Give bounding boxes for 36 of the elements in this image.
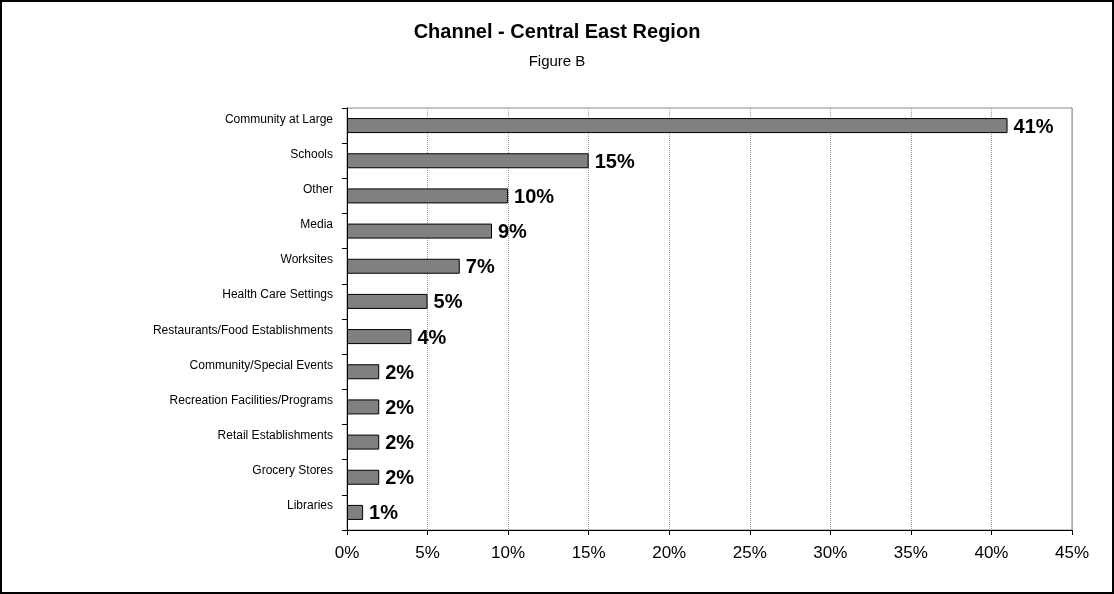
data-label: 9% [498,220,528,243]
chart-subtitle: Figure B [528,52,586,69]
y-tick-label: Recreation Facilities/Programs [169,392,333,407]
y-tick-label: Restaurants/Food Establishments [152,322,333,337]
data-label: 2% [385,431,415,454]
y-tick-label: Grocery Stores [252,463,333,478]
y-tick-label: Media [300,217,334,232]
data-label: 1% [369,501,399,524]
data-label: 7% [465,255,495,278]
data-label: 2% [385,395,415,418]
data-label: 2% [385,466,415,489]
chart-title: Channel - Central East Region [413,20,701,42]
x-tick-label: 15% [571,543,606,562]
data-label: 41% [1013,114,1054,137]
data-label: 2% [385,360,415,383]
x-tick-label: 10% [491,543,526,562]
data-label: 10% [514,184,555,207]
y-tick-label: Other [302,181,333,196]
x-tick-label: 40% [974,543,1009,562]
y-tick-label: Health Care Settings [222,287,333,302]
data-label: 15% [594,149,635,172]
x-tick-label: 5% [415,543,440,562]
data-label: 4% [417,325,447,348]
y-tick-label: Community at Large [224,111,334,126]
y-tick-label: Community/Special Events [189,357,333,372]
data-label: 5% [433,290,463,313]
y-tick-label: Worksites [280,252,333,267]
x-tick-label: 30% [813,543,848,562]
x-tick-label: 0% [334,543,360,562]
x-tick-label: 35% [893,543,928,562]
x-tick-label: 20% [652,543,687,562]
x-tick-label: 45% [1054,543,1090,562]
y-tick-label: Libraries [286,498,333,513]
y-tick-label: Retail Establishments [217,428,333,443]
y-tick-label: Schools [290,146,333,161]
x-tick-label: 25% [732,543,767,562]
